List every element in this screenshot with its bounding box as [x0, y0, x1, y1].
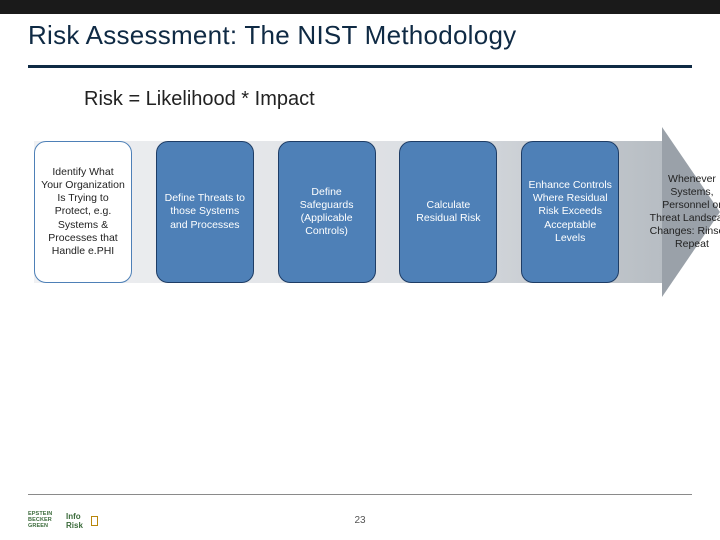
slide-body: Risk Assessment: The NIST Methodology Ri…: [0, 14, 720, 299]
step-label: Enhance Controls Where Residual Risk Exc…: [528, 179, 612, 245]
process-step: Define Threats to those Systems and Proc…: [156, 141, 254, 283]
step-label: Identify What Your Organization Is Tryin…: [41, 166, 125, 258]
square-icon: [91, 516, 98, 526]
top-bar: [0, 0, 720, 14]
risk-formula: Risk = Likelihood * Impact: [84, 88, 692, 111]
logo-text: Info Risk: [66, 512, 89, 530]
page-number: 23: [354, 515, 365, 526]
step-label: Whenever Systems, Personnel or Threat La…: [649, 173, 720, 252]
process-arrow-diagram: Identify What Your Organization Is Tryin…: [28, 129, 692, 299]
step-label: Define Safeguards (Applicable Controls): [285, 186, 369, 239]
process-step: Define Safeguards (Applicable Controls): [278, 141, 376, 283]
process-step: Whenever Systems, Personnel or Threat La…: [643, 141, 720, 283]
footer-rule: [28, 494, 692, 495]
process-step: Identify What Your Organization Is Tryin…: [34, 141, 132, 283]
footer-logos: EPSTEIN BECKER GREEN Info Risk: [28, 510, 98, 532]
page-title: Risk Assessment: The NIST Methodology: [28, 20, 692, 51]
process-steps: Identify What Your Organization Is Tryin…: [34, 141, 720, 283]
step-label: Define Threats to those Systems and Proc…: [163, 192, 247, 231]
title-rule: [28, 65, 692, 68]
process-step: Calculate Residual Risk: [399, 141, 497, 283]
logo-line: GREEN: [28, 524, 60, 530]
logo-epstein-becker-green: EPSTEIN BECKER GREEN: [28, 510, 60, 532]
step-label: Calculate Residual Risk: [406, 199, 490, 225]
process-step: Enhance Controls Where Residual Risk Exc…: [521, 141, 619, 283]
logo-inforisk: Info Risk: [66, 510, 98, 532]
footer: EPSTEIN BECKER GREEN Info Risk 23: [0, 494, 720, 540]
